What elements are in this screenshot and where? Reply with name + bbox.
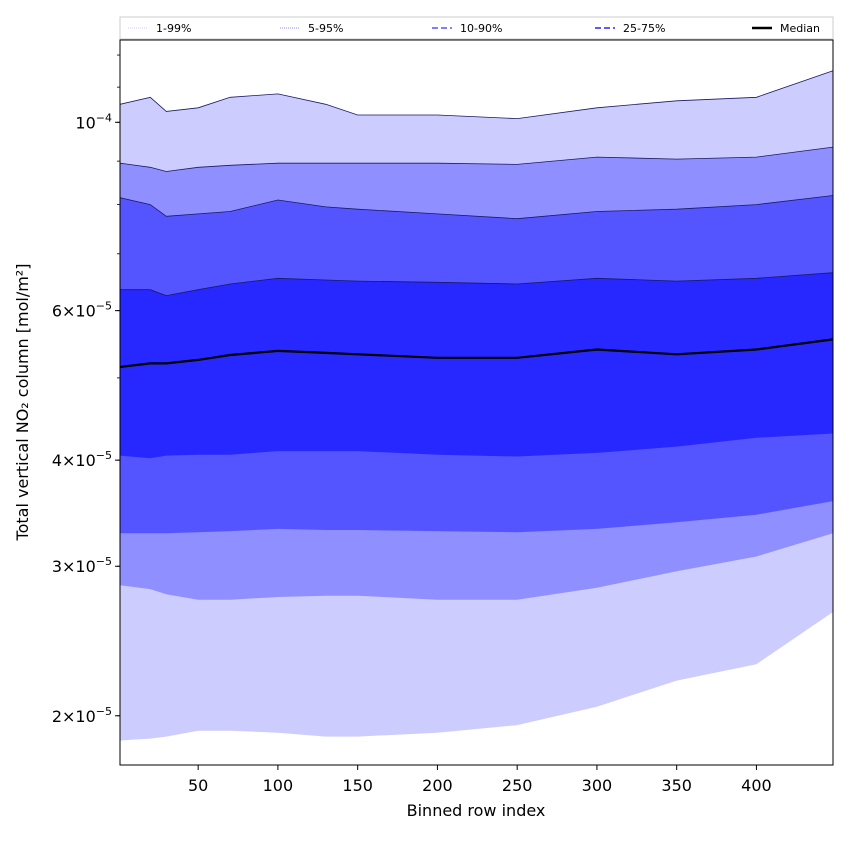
legend-label-1-99%: 1-99% [156, 22, 191, 35]
y-tick-label-10e−4: 10−4 [75, 111, 112, 132]
legend: 1-99% 5-95% 10-90% 25-75% Median [119, 16, 834, 40]
bands [119, 70, 834, 741]
x-tick-label-250: 250 [502, 776, 533, 795]
x-tick-label-350: 350 [661, 776, 692, 795]
band-upper-edge-10-90% [119, 195, 834, 220]
x-tick-label-200: 200 [422, 776, 453, 795]
x-tick-label-150: 150 [342, 776, 373, 795]
x-tick-label-400: 400 [741, 776, 772, 795]
y-tick-label-4e−5: 4×10−5 [52, 449, 112, 470]
legend-frame [119, 16, 834, 40]
x-tick-label-300: 300 [582, 776, 613, 795]
y-tick-label-3e−5: 3×10−5 [52, 555, 112, 576]
y-axis-label: Total vertical NO₂ column [mol/m²] [13, 264, 32, 542]
median-series [119, 338, 834, 369]
plot-area [119, 40, 834, 765]
plot-frame [119, 39, 834, 766]
band-upper-edge-25-75% [120, 272, 834, 297]
x-axis: 50 100 150 200 250 300 350 400 [188, 765, 772, 795]
legend-label-10-90%: 10-90% [460, 22, 502, 35]
median-line [119, 338, 834, 369]
y-axis: 2×10−5 3×10−5 4×10−5 6×10−5 10−4 [52, 54, 120, 726]
y-tick-label-2e−5: 2×10−5 [52, 705, 112, 726]
x-tick-label-100: 100 [263, 776, 294, 795]
band-25-75% [120, 272, 833, 459]
x-axis-label: Binned row index [407, 801, 546, 820]
band-upper-edge-5-95% [119, 146, 834, 172]
legend-label-25-75%: 25-75% [623, 22, 665, 35]
y-tick-label-6e−5: 6×10−5 [52, 300, 112, 321]
band-upper-edge-1-99% [119, 70, 834, 120]
legend-label-5-95%: 5-95% [308, 22, 343, 35]
legend-label-Median: Median [780, 22, 820, 35]
x-tick-label-50: 50 [188, 776, 208, 795]
